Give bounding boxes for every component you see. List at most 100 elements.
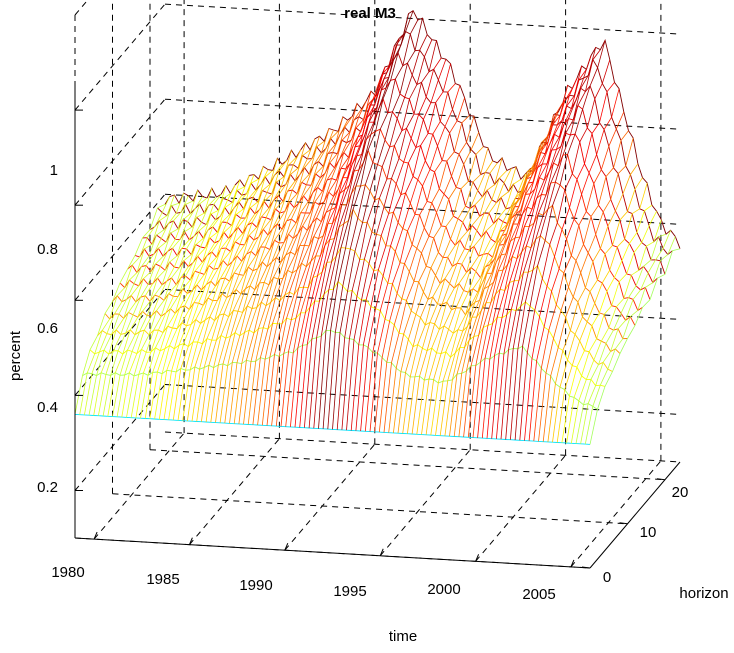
surface-time-line bbox=[187, 158, 278, 421]
surface-time-line bbox=[411, 157, 503, 435]
surface-time-line bbox=[280, 91, 372, 427]
surface-time-line bbox=[322, 10, 414, 429]
surface-time-line bbox=[463, 114, 554, 438]
surface-time-line bbox=[500, 55, 592, 440]
y-tick bbox=[581, 566, 591, 569]
surface-time-line bbox=[407, 162, 498, 434]
surface-time-line bbox=[275, 100, 367, 427]
surface-time-line bbox=[510, 49, 601, 440]
surface-time-line bbox=[360, 63, 451, 432]
surface-time-line bbox=[327, 19, 419, 430]
surface-time-line bbox=[425, 166, 517, 435]
surface-time-line bbox=[205, 157, 297, 423]
surface-time-line bbox=[247, 131, 339, 425]
surface-time-line bbox=[383, 115, 475, 433]
surface-time-line bbox=[233, 140, 325, 424]
surface-time-line bbox=[369, 85, 461, 432]
surface-time-line bbox=[243, 129, 334, 425]
surface-time-line bbox=[449, 146, 540, 437]
surface-time-line bbox=[575, 233, 667, 444]
x-tick bbox=[475, 554, 480, 562]
surface-time-line bbox=[336, 34, 428, 430]
surface-time-line bbox=[182, 170, 273, 421]
surface-time-line bbox=[388, 132, 480, 433]
x-tick-label: 1980 bbox=[51, 564, 84, 581]
surface-time-line bbox=[116, 197, 208, 417]
surface-horizon-line bbox=[149, 51, 666, 275]
surface-time-line bbox=[107, 190, 199, 417]
x-tick-labels: 1980 1985 1990 1995 2000 2005 bbox=[51, 564, 555, 603]
surface-time-line bbox=[589, 248, 681, 445]
z-tick-label: 0.6 bbox=[37, 320, 58, 337]
z-tick-label: 0.4 bbox=[37, 399, 58, 416]
surface-time-line bbox=[570, 219, 662, 444]
surface-time-line bbox=[121, 188, 213, 418]
surface-time-line bbox=[416, 170, 508, 435]
surface-time-line bbox=[528, 88, 620, 441]
x-tick-label: 1985 bbox=[146, 571, 179, 588]
surface-time-line bbox=[308, 38, 400, 429]
surface-time-line bbox=[135, 185, 227, 418]
surface-time-line bbox=[435, 173, 526, 436]
surface-time-line bbox=[294, 66, 386, 428]
surface-time-line bbox=[144, 184, 236, 419]
x-axis bbox=[74, 537, 591, 569]
surface-time-line bbox=[547, 163, 639, 442]
y-tick bbox=[656, 478, 666, 481]
grid-line bbox=[164, 384, 681, 415]
surface-time-line bbox=[552, 177, 643, 443]
surface-time-line bbox=[318, 13, 409, 429]
surface-time-line bbox=[519, 59, 611, 441]
surface-time-line bbox=[350, 57, 442, 431]
x-tick bbox=[379, 548, 384, 556]
z-tick-label: 1 bbox=[50, 162, 58, 179]
y-tick bbox=[619, 522, 628, 525]
x-tick-label: 2000 bbox=[427, 581, 460, 598]
surface-time-line bbox=[538, 130, 629, 442]
z-tick-label: 0.8 bbox=[37, 241, 58, 258]
surface-time-line bbox=[93, 192, 185, 416]
surface-time-line bbox=[261, 116, 353, 426]
x-tick bbox=[570, 559, 575, 568]
surface-time-line bbox=[304, 45, 395, 428]
surface-time-line bbox=[79, 196, 171, 415]
surface-time-line bbox=[580, 230, 671, 444]
y-axis-label: horizon bbox=[679, 585, 728, 602]
surface-time-line bbox=[355, 59, 447, 431]
x-tick bbox=[93, 531, 98, 540]
z-axis-label: percent bbox=[7, 330, 24, 381]
surface-time-line bbox=[341, 39, 433, 430]
surface-time-line bbox=[491, 65, 583, 439]
grid-line bbox=[149, 449, 666, 481]
y-tick-label: 10 bbox=[640, 524, 657, 541]
surface-time-line bbox=[561, 204, 653, 443]
grid-line bbox=[74, 0, 89, 16]
surface-time-line bbox=[566, 211, 657, 444]
surface-time-line bbox=[496, 69, 587, 439]
grid-line bbox=[112, 493, 628, 525]
surface-time-line bbox=[458, 134, 550, 437]
surface-time-line bbox=[98, 195, 189, 416]
surface-time-line bbox=[210, 149, 302, 423]
axes bbox=[74, 86, 681, 569]
surface-time-line bbox=[229, 136, 320, 424]
surface-time-line bbox=[163, 174, 255, 420]
grid-line bbox=[189, 438, 280, 546]
grid-line bbox=[164, 431, 681, 463]
surface-time-line bbox=[130, 193, 222, 418]
grid-line bbox=[74, 193, 166, 301]
grid-line bbox=[475, 454, 566, 562]
surface-time-line bbox=[486, 78, 578, 439]
surface-time-line bbox=[84, 194, 175, 415]
surface-time-line bbox=[196, 160, 288, 422]
surface-time-line bbox=[149, 179, 241, 419]
surface-time-line bbox=[374, 97, 465, 432]
surface-time-line bbox=[393, 146, 484, 433]
surface-time-line bbox=[252, 116, 344, 425]
surface-time-line bbox=[290, 78, 381, 427]
grid-line bbox=[379, 449, 471, 557]
surface-time-line bbox=[346, 40, 437, 431]
y-tick-label: 0 bbox=[603, 569, 611, 586]
x-tick bbox=[284, 543, 289, 551]
x-tick-label: 1995 bbox=[333, 583, 366, 600]
